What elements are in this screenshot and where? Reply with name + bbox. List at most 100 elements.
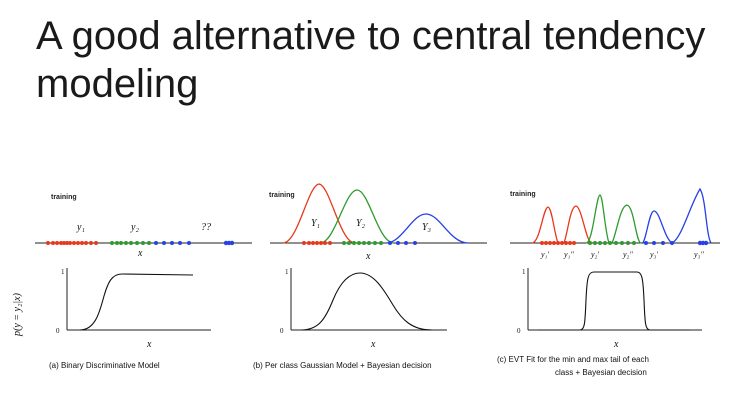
- dot-blue: [670, 241, 674, 245]
- panel-c-evt-y1-min: [531, 206, 559, 244]
- dot-green: [352, 241, 356, 245]
- dot-green: [608, 241, 612, 245]
- dot-red: [89, 241, 93, 245]
- dot-red: [540, 241, 544, 245]
- panel-c-evt-y2-max: [611, 204, 642, 244]
- panel-a-tick-0: 0: [56, 327, 60, 335]
- dot-green: [141, 241, 145, 245]
- panel-c-class-label-y2-max: y₂": [622, 250, 633, 259]
- dot-red: [564, 241, 568, 245]
- dot-green: [626, 241, 630, 245]
- dot-green: [593, 241, 597, 245]
- dot-green: [367, 241, 371, 245]
- dot-green: [620, 241, 624, 245]
- dot-red: [323, 241, 327, 245]
- panel-c: training: [497, 187, 720, 377]
- dot-red: [59, 241, 63, 245]
- dot-blue: [652, 241, 656, 245]
- panel-c-tick-0: 0: [517, 327, 521, 335]
- dot-green: [373, 241, 377, 245]
- panel-b-class-label-Y1: Y₁: [311, 218, 320, 229]
- panel-a: training: [35, 194, 252, 370]
- panel-b-dots: [302, 241, 417, 245]
- panel-a-class-label-y2: y₂: [130, 222, 139, 233]
- panel-b: training Y₁ Y₂ Y₃ x: [253, 183, 487, 370]
- panel-c-class-label-y3-min: y₃': [649, 250, 658, 259]
- dot-red: [302, 241, 306, 245]
- dot-red: [319, 241, 323, 245]
- slide-title: A good alternative to central tendency m…: [36, 14, 706, 106]
- panel-a-axis-label: x: [137, 248, 143, 259]
- dot-blue: [413, 241, 417, 245]
- dot-red: [62, 241, 66, 245]
- panel-c-class-label-y1-min: y₁': [540, 250, 549, 259]
- dot-red: [328, 241, 332, 245]
- dot-green: [115, 241, 119, 245]
- dot-red: [568, 241, 572, 245]
- dot-green: [632, 241, 636, 245]
- dot-red: [556, 241, 560, 245]
- dot-green: [342, 241, 346, 245]
- dot-blue: [178, 241, 182, 245]
- dot-red: [55, 241, 59, 245]
- panel-b-axis-label: x: [365, 251, 371, 262]
- panel-c-class-label-y1-max: y₁": [563, 250, 574, 259]
- panel-c-posterior-curve: [538, 271, 690, 331]
- panel-a-caption: (a) Binary Discriminative Model: [49, 361, 160, 370]
- dot-red: [572, 241, 576, 245]
- dot-red: [560, 241, 564, 245]
- dot-red: [72, 241, 76, 245]
- dot-green: [110, 241, 114, 245]
- dot-green: [362, 241, 366, 245]
- dot-blue: [162, 241, 166, 245]
- panel-c-class-label-y3-max: y₃": [693, 250, 704, 259]
- dot-red: [544, 241, 548, 245]
- dot-blue: [703, 240, 709, 246]
- panel-c-plot-x-label: x: [613, 339, 619, 350]
- panel-b-gaussian-y1: [282, 183, 356, 244]
- dot-red: [65, 241, 69, 245]
- dot-blue: [170, 241, 174, 245]
- panel-a-dots: [46, 240, 235, 246]
- dot-green: [588, 241, 592, 245]
- dot-red: [311, 241, 315, 245]
- y-axis-label: p(y = y₂|x): [12, 292, 23, 337]
- dot-green: [347, 241, 351, 245]
- panel-a-plot-x-label: x: [146, 339, 152, 350]
- dot-blue: [229, 240, 235, 246]
- panel-b-gaussian-y2: [319, 189, 395, 244]
- dot-green: [129, 241, 133, 245]
- panel-b-training-label: training: [269, 192, 295, 199]
- dot-green: [598, 241, 602, 245]
- panel-b-class-label-Y2: Y₂: [356, 218, 366, 229]
- dot-green: [147, 241, 151, 245]
- dot-green: [135, 241, 139, 245]
- panel-a-class-label-y1: y₁: [76, 222, 85, 233]
- dot-red: [84, 241, 88, 245]
- dot-blue: [154, 241, 158, 245]
- dot-blue: [404, 241, 408, 245]
- panel-b-tick-1: 1: [285, 268, 289, 276]
- dot-blue: [661, 241, 665, 245]
- panel-c-evt-y3-max: [671, 187, 712, 244]
- dot-red: [80, 241, 84, 245]
- dot-blue: [644, 241, 648, 245]
- dot-red: [315, 241, 319, 245]
- dot-red: [548, 241, 552, 245]
- dot-green: [603, 241, 607, 245]
- dot-red: [68, 241, 72, 245]
- panel-a-posterior-curve: [79, 273, 194, 331]
- panel-b-tick-0: 0: [280, 327, 284, 335]
- panel-c-caption-line-1: (c) EVT Fit for the min and max tail of …: [497, 355, 649, 364]
- dot-red: [76, 241, 80, 245]
- panel-b-plot-x-label: x: [370, 339, 376, 350]
- panel-c-evt-y1-max: [563, 205, 593, 244]
- panel-c-evt-y3-min: [641, 210, 673, 244]
- dot-red: [46, 241, 50, 245]
- dot-red: [94, 241, 98, 245]
- panel-b-gaussian-y3: [385, 213, 469, 244]
- panel-c-training-label: training: [510, 191, 536, 198]
- dot-red: [51, 241, 55, 245]
- panel-c-caption-line-2: class + Bayesian decision: [555, 368, 647, 377]
